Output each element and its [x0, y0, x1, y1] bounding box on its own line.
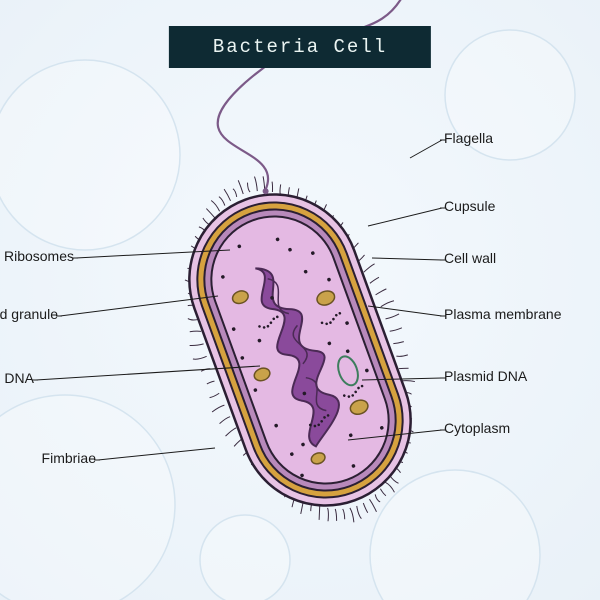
label-ribosomes: Ribosomes: [4, 248, 74, 264]
label-plasmid-dna: Plasmid DNA: [444, 368, 527, 384]
diagram-canvas: Bacteria Cell Ribosomes Food granule Chrom…: [0, 0, 600, 600]
title-text: Bacteria Cell: [213, 36, 387, 58]
label-cytoplasm: Cytoplasm: [444, 420, 510, 436]
label-chromosomal-dna: Chromosomal DNA: [0, 370, 34, 386]
label-food-granule: Food granule: [0, 306, 58, 322]
label-cell-wall: Cell wall: [444, 250, 496, 266]
diagram-svg: [0, 0, 600, 600]
label-flagella: Flagella: [444, 130, 493, 146]
label-fimbriae: Fimbriae: [42, 450, 96, 466]
title-box: Bacteria Cell: [169, 26, 431, 68]
label-plasma-membrane: Plasma membrane: [444, 306, 562, 322]
label-cupsule: Cupsule: [444, 198, 495, 214]
